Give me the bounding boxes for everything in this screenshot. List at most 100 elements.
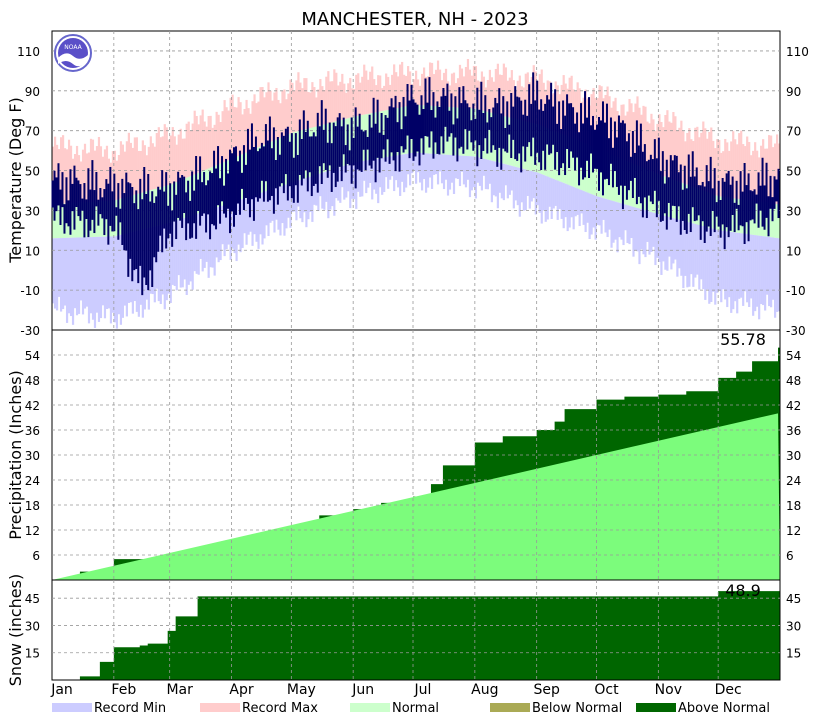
record-max-bar (127, 132, 130, 197)
record-max-bar (83, 143, 87, 203)
normal-range-bar (712, 194, 715, 229)
month-label: Jan (50, 682, 73, 698)
normal-range-bar (345, 118, 348, 166)
record-max-bar (472, 65, 476, 109)
record-min-bar (502, 163, 505, 201)
temperature-ytick-left: 10 (25, 244, 40, 258)
record-max-bar (157, 127, 160, 188)
record-min-bar (109, 236, 113, 324)
record-min-bar (728, 231, 731, 298)
record-min-bar (77, 237, 81, 314)
record-min-bar (287, 183, 290, 218)
record-min-bar (299, 179, 302, 219)
record-max-bar (289, 79, 292, 134)
record-min-bar (666, 216, 669, 271)
record-min-bar (81, 237, 85, 315)
record-min-bar (93, 236, 97, 328)
record-min-bar (301, 179, 304, 223)
record-max-bar (385, 73, 388, 111)
record-max-bar (291, 82, 294, 133)
month-label: Oct (594, 682, 619, 698)
record-min-bar (171, 221, 174, 285)
record-min-bar (105, 236, 109, 310)
record-max-bar (488, 69, 491, 113)
record-max-bar (732, 131, 735, 199)
record-min-bar (383, 157, 386, 193)
record-max-bar (574, 91, 577, 140)
record-min-bar (484, 159, 488, 190)
record-min-bar (271, 189, 274, 221)
normal-range-bar (610, 154, 613, 201)
record-max-bar (65, 149, 69, 204)
record-max-bar (474, 66, 478, 109)
record-max-bar (508, 77, 511, 118)
record-min-bar (59, 238, 63, 312)
record-min-bar (622, 203, 625, 246)
record-min-bar (243, 198, 246, 234)
record-max-bar (440, 80, 444, 107)
record-max-bar (530, 76, 533, 124)
record-min-bar (494, 161, 497, 197)
record-min-bar (257, 193, 260, 249)
legend-label: Above Normal (678, 701, 770, 716)
record-max-bar (504, 67, 507, 117)
record-min-bar (744, 233, 747, 292)
record-min-bar (275, 187, 278, 220)
record-max-bar (307, 92, 310, 129)
record-min-bar (672, 218, 675, 264)
record-max-bar (329, 81, 332, 123)
normal-range-bar (75, 202, 79, 238)
normal-range-bar (576, 140, 579, 189)
record-max-bar (726, 142, 729, 198)
normal-range-bar (52, 204, 55, 239)
record-max-bar (207, 116, 210, 169)
record-max-bar (395, 72, 398, 109)
record-max-bar (351, 88, 354, 118)
normal-range-bar (223, 161, 226, 205)
record-max-bar (353, 88, 356, 117)
record-min-bar (263, 191, 266, 239)
legend-label: Normal (392, 701, 439, 716)
record-min-bar (472, 156, 476, 188)
record-max-bar (165, 127, 168, 186)
record-min-bar (492, 161, 495, 196)
record-max-bar (438, 69, 442, 107)
record-min-bar (179, 219, 182, 288)
snow-frame (51, 579, 781, 681)
record-min-bar (442, 154, 446, 190)
record-min-bar (333, 168, 336, 216)
record-max-bar (686, 132, 689, 185)
record-min-bar (353, 162, 356, 200)
record-max-bar (738, 133, 741, 200)
temperature-ytick-right: -10 (786, 284, 806, 298)
normal-range-bar (594, 147, 597, 196)
record-min-bar (718, 230, 721, 292)
record-max-bar (676, 130, 679, 182)
record-max-bar (295, 80, 298, 132)
record-min-bar (121, 234, 125, 318)
record-max-bar (225, 107, 228, 162)
record-min-bar (251, 195, 254, 246)
record-max-bar (299, 82, 302, 131)
record-max-bar (239, 102, 242, 156)
record-max-bar (355, 74, 358, 117)
record-min-bar (696, 224, 699, 275)
record-min-bar (371, 159, 374, 200)
noaa-logo: NOAA (54, 34, 92, 72)
record-min-bar (367, 160, 370, 188)
record-min-bar (430, 153, 434, 189)
record-max-bar (576, 82, 579, 141)
record-min-bar (67, 237, 71, 314)
legend-label: Record Max (242, 701, 318, 716)
record-max-bar (271, 100, 274, 142)
record-min-bar (115, 235, 119, 329)
record-min-bar (397, 155, 400, 188)
precipitation-ytick-right: 12 (786, 524, 801, 538)
record-min-bar (506, 164, 509, 199)
record-min-bar (574, 187, 577, 217)
temperature-ytick-left: -10 (20, 284, 40, 298)
record-max-bar (674, 116, 677, 181)
record-max-bar (582, 97, 585, 144)
record-min-bar (444, 154, 448, 180)
